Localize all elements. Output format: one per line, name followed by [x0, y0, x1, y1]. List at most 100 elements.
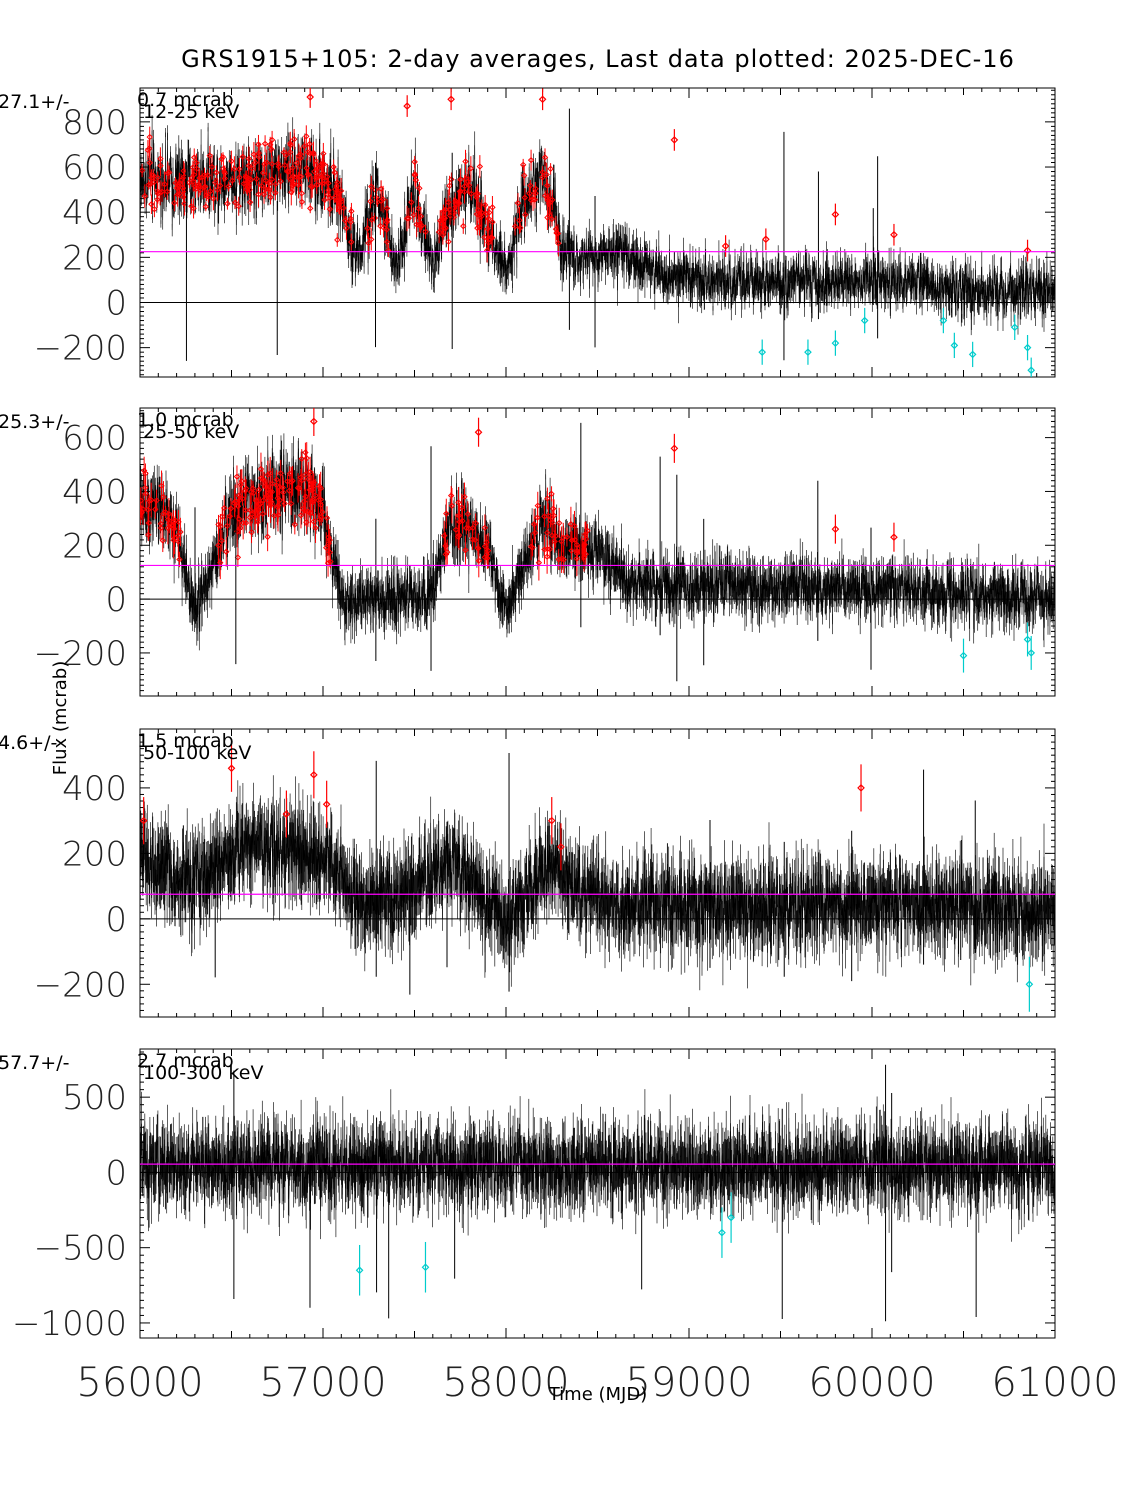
y-tick-label: 200	[62, 238, 127, 278]
high-point-marker	[272, 189, 279, 196]
low-point-marker	[1023, 343, 1032, 352]
high-point-marker	[260, 497, 267, 504]
y-tick-label: −200	[34, 329, 127, 369]
high-point-marker	[384, 216, 391, 224]
high-point-marker	[550, 512, 558, 519]
high-point-marker	[141, 192, 148, 200]
high-point-marker	[441, 215, 449, 222]
high-point-marker	[268, 136, 276, 144]
high-point-marker	[250, 151, 258, 158]
high-point-marker	[437, 217, 444, 225]
high-point-marker	[144, 506, 152, 514]
high-point-marker	[522, 211, 529, 218]
high-point-marker	[573, 555, 581, 562]
high-point-marker	[527, 156, 535, 164]
y-tick-label: 200	[62, 526, 127, 566]
high-point-marker	[483, 551, 491, 558]
high-point-marker	[297, 512, 305, 519]
high-point-marker	[383, 238, 391, 246]
energy-band-label: 25-50 keV	[143, 421, 239, 443]
high-point-marker	[172, 179, 179, 187]
high-point-marker	[545, 512, 552, 520]
high-point-marker	[235, 203, 242, 210]
high-point-marker	[403, 102, 412, 110]
high-point-marker	[154, 196, 161, 203]
high-point-marker	[140, 167, 146, 174]
high-point-marker	[255, 149, 263, 157]
high-point-marker	[368, 236, 375, 243]
high-point-marker	[253, 175, 260, 183]
high-point-marker	[282, 810, 291, 818]
high-point-marker	[262, 186, 269, 193]
high-point-marker	[289, 164, 296, 172]
high-point-marker	[489, 204, 496, 211]
high-point-marker	[534, 514, 541, 521]
high-point-marker	[276, 483, 283, 491]
high-point-marker	[265, 185, 272, 193]
high-point-marker	[324, 559, 332, 567]
high-point-marker	[267, 502, 274, 509]
high-point-marker	[544, 182, 551, 189]
high-point-marker	[176, 556, 183, 563]
high-point-marker	[247, 176, 255, 183]
low-point-marker	[718, 1228, 726, 1237]
high-point-marker	[543, 171, 550, 178]
high-point-marker	[334, 236, 341, 244]
high-point-marker	[411, 158, 418, 166]
high-point-marker	[164, 516, 172, 523]
high-point-marker	[146, 145, 153, 152]
low-point-marker	[1027, 366, 1036, 375]
high-point-marker	[474, 190, 482, 198]
high-point-marker	[445, 238, 452, 245]
high-point-marker	[288, 478, 295, 486]
high-point-marker	[303, 133, 310, 140]
low-point-marker	[968, 350, 977, 359]
high-point-marker	[857, 784, 865, 792]
high-point-marker	[160, 493, 167, 501]
high-point-marker	[340, 204, 347, 212]
high-point-marker	[558, 555, 565, 562]
high-point-marker	[454, 533, 462, 540]
high-point-marker	[422, 228, 429, 235]
high-point-marker	[233, 473, 241, 480]
high-point-marker	[474, 545, 482, 552]
high-point-marker	[418, 222, 426, 229]
high-point-marker	[543, 553, 551, 560]
energy-band-label: 12-25 keV	[143, 101, 239, 123]
high-point-marker	[227, 505, 235, 512]
mean-flux-label: 27.1+/-	[0, 91, 69, 113]
high-point-marker	[195, 182, 203, 190]
high-point-marker	[464, 510, 471, 518]
high-point-marker	[193, 165, 200, 172]
high-point-marker	[140, 467, 148, 474]
high-point-marker	[221, 170, 229, 177]
low-point-marker	[758, 348, 767, 357]
high-point-marker	[416, 185, 423, 192]
high-point-marker	[455, 512, 462, 519]
high-point-marker	[548, 519, 556, 526]
high-point-marker	[319, 170, 327, 177]
high-point-marker	[177, 176, 185, 184]
high-point-marker	[374, 198, 381, 206]
high-point-marker	[408, 199, 415, 206]
high-point-marker	[365, 239, 372, 247]
high-point-marker	[290, 135, 298, 143]
high-point-marker	[372, 186, 379, 194]
high-point-marker	[144, 146, 152, 154]
high-point-marker	[220, 165, 227, 172]
high-point-marker	[455, 499, 462, 506]
high-point-marker	[415, 205, 422, 212]
high-point-marker	[191, 154, 198, 161]
high-point-marker	[324, 173, 331, 180]
y-tick-label: 400	[62, 472, 127, 512]
high-point-marker	[219, 513, 226, 520]
high-point-marker	[264, 486, 272, 493]
high-point-marker	[485, 239, 492, 246]
low-point-marker	[421, 1263, 430, 1272]
high-point-marker	[310, 149, 317, 156]
high-point-marker	[259, 169, 267, 177]
high-point-marker	[289, 182, 296, 189]
high-point-marker	[239, 153, 246, 160]
y-tick-label: 0	[105, 580, 127, 620]
